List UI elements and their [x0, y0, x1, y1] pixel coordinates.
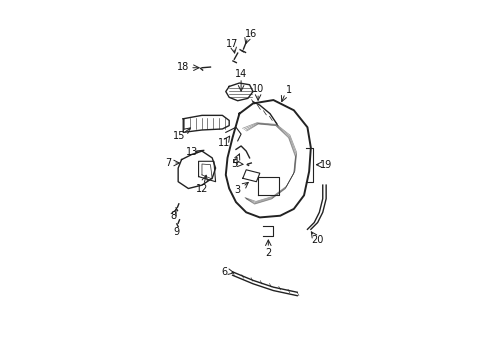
Text: 4: 4 — [232, 157, 239, 167]
Text: 8: 8 — [170, 211, 176, 221]
Text: 15: 15 — [172, 131, 184, 141]
Text: 10: 10 — [251, 84, 264, 94]
Text: 3: 3 — [234, 185, 240, 195]
Text: 6: 6 — [221, 267, 227, 277]
Text: 17: 17 — [225, 39, 238, 49]
Text: 19: 19 — [319, 160, 332, 170]
Text: 16: 16 — [244, 29, 256, 39]
Text: 1: 1 — [285, 85, 291, 95]
Text: 14: 14 — [235, 68, 247, 78]
Text: 5: 5 — [231, 159, 237, 169]
Text: 9: 9 — [173, 227, 179, 237]
Text: 12: 12 — [195, 184, 208, 194]
Text: 11: 11 — [218, 138, 230, 148]
Text: 13: 13 — [185, 147, 198, 157]
Text: 2: 2 — [264, 248, 271, 258]
Text: 20: 20 — [311, 235, 323, 245]
Text: 18: 18 — [177, 62, 189, 72]
Text: 7: 7 — [165, 158, 171, 168]
